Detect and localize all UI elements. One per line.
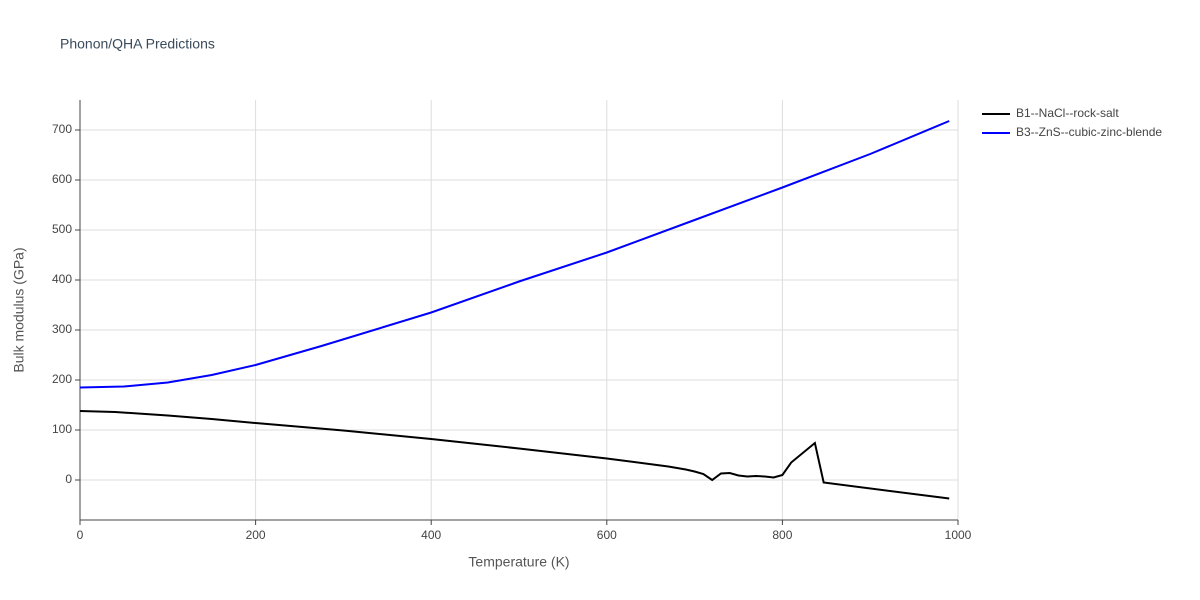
- y-tick-label: 200: [52, 372, 72, 386]
- series-line: [79, 410, 950, 500]
- y-tick-label: 600: [52, 172, 72, 186]
- x-tick-label: 200: [246, 528, 266, 542]
- x-tick-label: 600: [597, 528, 617, 542]
- legend-label: B1--NaCl--rock-salt: [1016, 106, 1119, 120]
- x-axis-title: Temperature (K): [468, 554, 569, 570]
- y-tick-label: 400: [52, 272, 72, 286]
- series-line: [79, 120, 950, 389]
- x-tick-label: 800: [772, 528, 792, 542]
- y-tick-label: 0: [65, 472, 72, 486]
- chart-title: Phonon/QHA Predictions: [60, 36, 215, 52]
- x-tick-label: 0: [77, 528, 84, 542]
- y-tick-label: 500: [52, 222, 72, 236]
- y-axis-title: Bulk modulus (GPa): [11, 247, 27, 372]
- legend-label: B3--ZnS--cubic-zinc-blende: [1016, 125, 1162, 139]
- y-tick-label: 100: [52, 422, 72, 436]
- y-tick-label: 300: [52, 322, 72, 336]
- x-tick-label: 400: [421, 528, 441, 542]
- x-tick-label: 1000: [945, 528, 972, 542]
- y-tick-label: 700: [52, 122, 72, 136]
